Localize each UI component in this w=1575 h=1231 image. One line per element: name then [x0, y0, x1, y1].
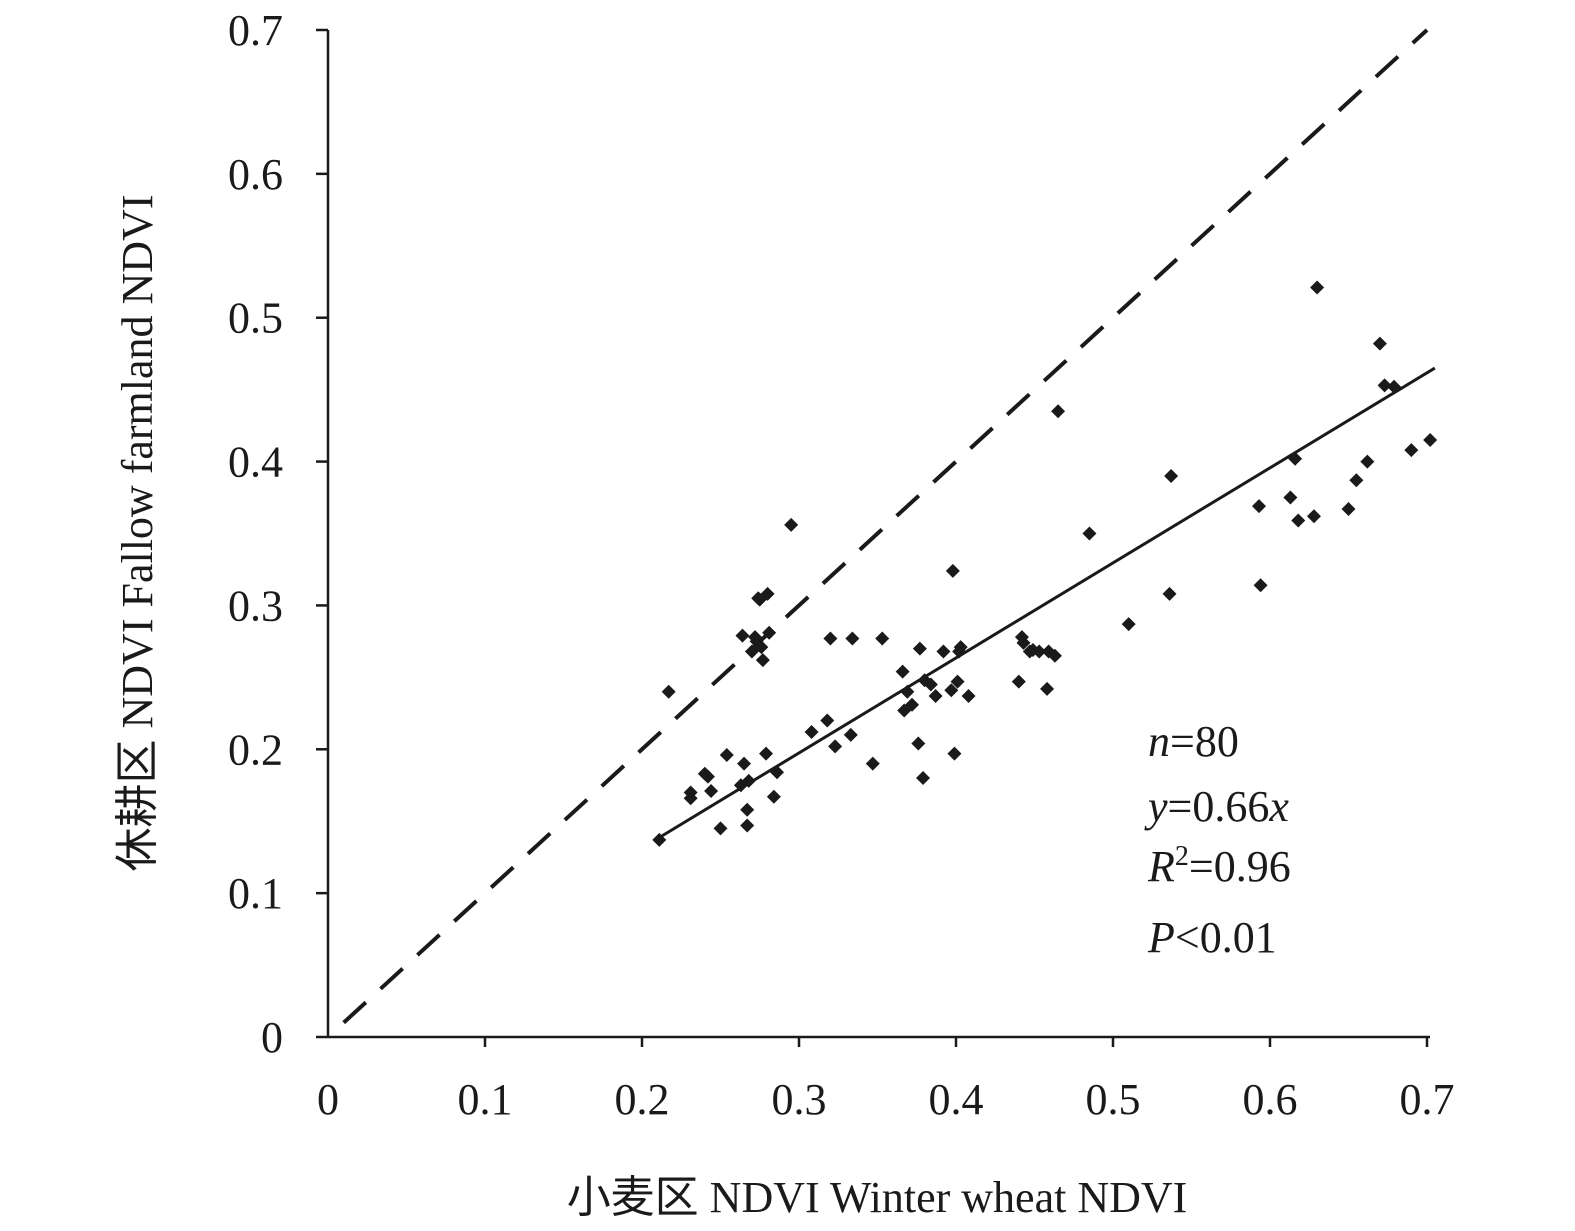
data-point — [1423, 432, 1438, 447]
x-tick-label: 0 — [317, 1075, 339, 1124]
data-point — [652, 832, 667, 847]
data-point — [1310, 280, 1325, 295]
data-point — [1283, 490, 1298, 505]
data-point — [911, 736, 926, 751]
regression-line — [656, 366, 1436, 840]
data-point — [1162, 586, 1177, 601]
data-point — [700, 769, 715, 784]
data-point — [741, 773, 756, 788]
data-point — [923, 677, 938, 692]
data-point — [953, 640, 968, 655]
data-point — [1372, 336, 1387, 351]
x-tick-label: 0.2 — [615, 1075, 670, 1124]
stat-r-squared: R2=0.96 — [1147, 841, 1291, 891]
data-point — [916, 771, 931, 786]
data-point — [1387, 379, 1402, 394]
data-point — [905, 697, 920, 712]
data-point — [737, 756, 752, 771]
stats-annotation: n=80 y=0.66x R2=0.96 P<0.01 — [1144, 717, 1291, 962]
data-point — [820, 713, 835, 728]
data-point — [950, 674, 965, 689]
y-tick-label: 0.7 — [228, 6, 283, 55]
y-tick-label: 0.2 — [228, 725, 283, 774]
data-point — [1288, 451, 1303, 466]
data-point — [713, 821, 728, 836]
data-point — [961, 689, 976, 704]
data-point — [804, 725, 819, 740]
data-point — [762, 625, 777, 640]
data-point — [865, 756, 880, 771]
data-point — [845, 631, 860, 646]
data-point — [661, 684, 676, 699]
y-tick-label: 0.1 — [228, 869, 283, 918]
data-point — [1306, 509, 1321, 524]
ticks: 0 0.1 0.2 0.3 0.4 0.5 0.6 0.7 0 0.1 0.2 0.3 0.4 0.5 0.… — [228, 6, 1455, 1124]
data-point — [1404, 443, 1419, 458]
data-point — [735, 628, 750, 643]
data-point — [1040, 681, 1055, 696]
data-point — [1047, 648, 1062, 663]
data-point — [936, 644, 951, 659]
data-point — [1360, 454, 1375, 469]
data-point — [947, 746, 962, 761]
reference-1to1-line — [342, 28, 1429, 1025]
data-point — [683, 785, 698, 800]
data-point — [760, 586, 775, 601]
data-point — [754, 640, 769, 655]
stat-n: n=80 — [1148, 717, 1239, 766]
x-tick-label: 0.1 — [458, 1075, 513, 1124]
data-point — [1082, 526, 1097, 541]
data-points — [652, 280, 1438, 847]
data-point — [945, 563, 960, 578]
y-tick-label: 0.3 — [228, 581, 283, 630]
fit-line-layer — [656, 366, 1436, 840]
data-point — [740, 802, 755, 817]
x-axis-title: 小麦区 NDVI Winter wheat NDVI — [567, 1173, 1188, 1222]
x-tick-label: 0.4 — [929, 1075, 984, 1124]
data-point — [1252, 499, 1267, 514]
reference-line-layer — [342, 28, 1429, 1025]
y-tick-label: 0.6 — [228, 150, 283, 199]
data-point — [1377, 378, 1392, 393]
data-point — [928, 689, 943, 704]
data-point — [900, 684, 915, 699]
data-point — [704, 784, 719, 799]
x-tick-label: 0.3 — [772, 1075, 827, 1124]
data-point — [1291, 513, 1306, 528]
data-point — [1121, 617, 1136, 632]
stat-p-value: P<0.01 — [1147, 913, 1277, 962]
data-point — [843, 727, 858, 742]
x-tick-label: 0.6 — [1243, 1075, 1298, 1124]
data-point — [1164, 468, 1179, 483]
data-point — [823, 631, 838, 646]
y-axis-title: 休耕区 NDVI Fallow farmland NDVI — [113, 195, 162, 872]
data-point — [759, 746, 774, 761]
data-point — [828, 739, 843, 754]
stat-equation: y=0.66x — [1144, 782, 1289, 831]
data-point — [719, 748, 734, 763]
data-point — [766, 789, 781, 804]
data-point — [770, 765, 785, 780]
data-point — [875, 631, 890, 646]
x-tick-label: 0.5 — [1086, 1075, 1141, 1124]
data-point — [1016, 635, 1031, 650]
data-point — [895, 664, 910, 679]
data-point — [1253, 578, 1268, 593]
data-point — [784, 517, 799, 532]
data-point — [1341, 502, 1356, 517]
data-point — [1051, 404, 1066, 419]
data-point — [1349, 473, 1364, 488]
y-tick-label: 0.4 — [228, 438, 283, 487]
y-tick-label: 0.5 — [228, 294, 283, 343]
y-tick-label: 0 — [261, 1013, 283, 1062]
data-point — [1032, 644, 1047, 659]
axes — [326, 30, 1430, 1039]
data-point — [944, 683, 959, 698]
data-point — [755, 653, 770, 668]
x-tick-label: 0.7 — [1400, 1075, 1455, 1124]
data-point — [1011, 674, 1026, 689]
data-point — [912, 641, 927, 656]
data-point — [740, 818, 755, 833]
